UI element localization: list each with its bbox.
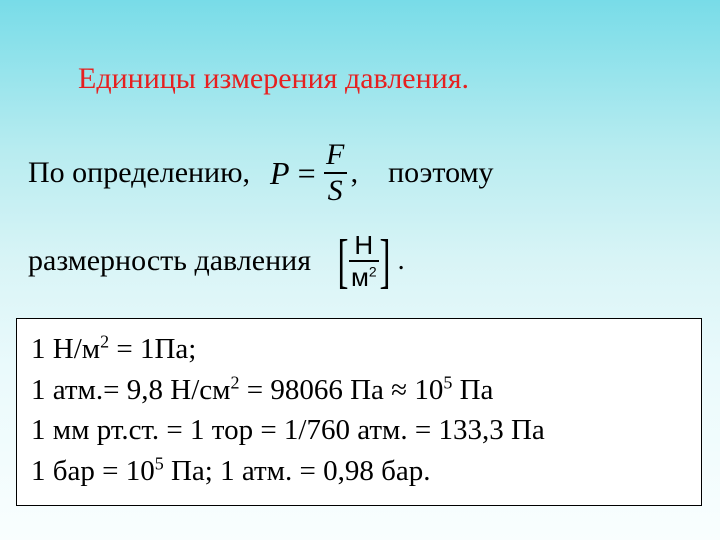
box-row-1: 1 Н/м2 = 1Па; <box>31 329 687 370</box>
fraction-F-over-S: F S <box>324 140 347 206</box>
fraction-denominator: S <box>324 172 347 206</box>
formula-comma: , <box>351 156 359 190</box>
left-bracket-icon: [ <box>337 237 348 285</box>
pressure-formula: P = F S , <box>270 140 358 206</box>
def-text-before: По определению, <box>28 156 250 190</box>
dim-text-before: размерность давления <box>28 244 311 278</box>
slide-title: Единицы измерения давления. <box>78 62 469 96</box>
box-row-4: 1 бар = 105 Па; 1 атм. = 0,98 бар. <box>31 451 687 492</box>
right-bracket-icon: ] <box>379 237 390 285</box>
box-row-2: 1 атм.= 9,8 Н/см2 = 98066 Па ≈ 105 Па <box>31 370 687 411</box>
dim-numerator: Н <box>350 232 377 260</box>
dimension-line: размерность давления [ Н м2 ] . <box>28 232 405 290</box>
dim-denominator: м2 <box>349 260 379 290</box>
equals-sign: = <box>298 155 316 192</box>
dimension-fraction: Н м2 <box>349 232 379 290</box>
units-box: 1 Н/м2 = 1Па; 1 атм.= 9,8 Н/см2 = 98066 … <box>16 318 702 506</box>
dim-period: . <box>398 245 405 277</box>
fraction-numerator: F <box>324 140 346 172</box>
definition-line: По определению, P = F S , поэтому <box>28 140 494 206</box>
formula-var-P: P <box>270 155 290 192</box>
def-text-after: поэтому <box>388 156 493 190</box>
dimension-brackets: [ Н м2 ] <box>333 232 395 290</box>
box-row-3: 1 мм рт.ст. = 1 тор = 1/760 атм. = 133,3… <box>31 410 687 451</box>
